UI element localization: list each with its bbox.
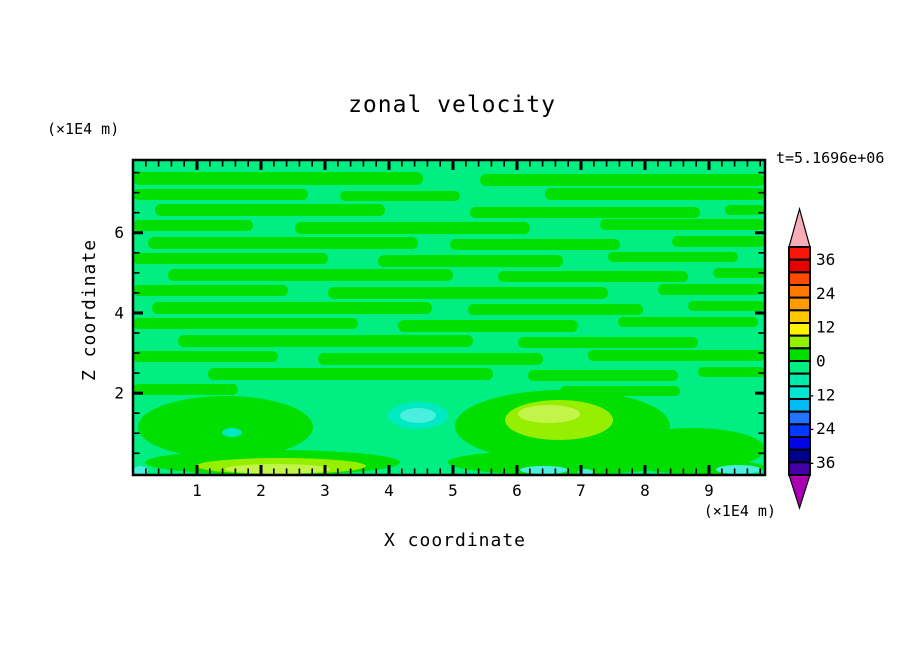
contour-streak [518, 337, 698, 348]
axis-ticks [134, 161, 764, 474]
timestamp: t=5.1696e+06 [776, 149, 884, 167]
contour-feature-green [138, 396, 313, 458]
contour-streak [470, 207, 700, 218]
colorbar-segment [788, 246, 811, 261]
x-tick-label: 9 [704, 481, 714, 500]
contour-streak [608, 252, 738, 262]
x-tick-labels: 1 2 3 4 5 6 7 8 9 [192, 481, 714, 500]
colorbar-segment [788, 461, 811, 477]
contour-streak [133, 384, 238, 395]
plot-frame [131, 158, 767, 477]
colorbar-segment [788, 258, 811, 274]
contour-streak [480, 174, 765, 186]
colorbar-tick-label: 0 [816, 352, 826, 371]
colorbar-tick-label: -36 [807, 453, 836, 472]
contour-streak [155, 204, 385, 216]
contour-streak [713, 268, 765, 278]
colorbar-tick-label: -24 [807, 419, 836, 438]
contour-feature-cyan [222, 428, 242, 437]
contour-streak [148, 237, 418, 249]
contour-feature-chartreuse_light [225, 464, 330, 474]
contour-feature-cyan_light [133, 466, 148, 475]
contour-streak [468, 304, 643, 315]
colorbar-tick-label: 36 [816, 250, 835, 269]
contour-streak [152, 302, 432, 314]
contour-streak [133, 172, 423, 185]
contour-streak [618, 317, 758, 327]
colorbar-segment [788, 436, 811, 451]
contour-streak [450, 239, 620, 250]
contour-streak [498, 271, 688, 282]
contour-streak [688, 301, 765, 311]
colorbar-segment [788, 322, 811, 337]
colorbar-segment [788, 284, 811, 299]
contour-streak [340, 191, 460, 201]
x-tick-label: 4 [384, 481, 394, 500]
colorbar-segment [788, 271, 811, 287]
contour-feature-cyan_light [716, 465, 761, 474]
colorbar-segment [788, 347, 811, 363]
contour-streak [133, 351, 278, 362]
colorbar-over-arrow [788, 206, 811, 248]
contour-streak [725, 205, 765, 215]
contour-streak [133, 318, 358, 329]
contour-feature-cyan_light [400, 408, 436, 423]
x-tick-label: 5 [448, 481, 458, 500]
contour-field [133, 160, 765, 475]
x-tick-label: 7 [576, 481, 586, 500]
colorbar [788, 206, 811, 510]
contour-streak [698, 367, 765, 377]
z-tick-label: 2 [114, 384, 124, 403]
contour-streak [208, 368, 493, 380]
z-axis-unit-label: (×1E4 m) [47, 120, 119, 138]
x-tick-label: 1 [192, 481, 202, 500]
colorbar-segment [788, 309, 811, 325]
colorbar-under-arrow [788, 474, 811, 510]
contour-streak [545, 188, 765, 200]
contour-streak [133, 220, 253, 231]
contour-streak [588, 350, 765, 361]
contour-streak [168, 269, 453, 281]
contour-streak [133, 189, 308, 200]
contour-feature-cyan_light [520, 466, 568, 474]
x-tick-label: 8 [640, 481, 650, 500]
x-tick-label: 6 [512, 481, 522, 500]
plot-title: zonal velocity [348, 92, 556, 118]
z-axis-title: Z coordinate [79, 239, 100, 381]
colorbar-segment [788, 360, 811, 375]
contour-streak [398, 320, 578, 332]
contour-streak [295, 222, 530, 234]
contour-streak [318, 353, 543, 365]
colorbar-segment [788, 296, 811, 312]
x-axis-title: X coordinate [384, 530, 526, 551]
x-tick-label: 3 [320, 481, 330, 500]
contour-streak [178, 335, 473, 347]
colorbar-tick-label: 24 [816, 284, 835, 303]
colorbar-labels: 36 24 12 0 -12 -24 -36 [807, 250, 836, 472]
x-tick-label: 2 [256, 481, 266, 500]
contour-streak [600, 219, 765, 230]
contour-streak [328, 287, 608, 299]
contour-feature-chartreuse_light [518, 405, 580, 423]
contour-streak [133, 285, 288, 296]
contour-streak [133, 253, 328, 264]
z-tick-label: 4 [114, 303, 124, 322]
x-axis-unit-label: (×1E4 m) [704, 502, 776, 520]
contour-streak [672, 236, 765, 247]
colorbar-segment [788, 334, 811, 350]
contour-streak [528, 370, 678, 381]
colorbar-tick-label: 12 [816, 318, 835, 337]
z-tick-label: 6 [114, 223, 124, 242]
colorbar-tick-label: -12 [807, 385, 836, 404]
contour-streak [378, 255, 563, 267]
z-tick-labels: 2 4 6 [114, 223, 124, 402]
contour-streak [658, 284, 765, 295]
